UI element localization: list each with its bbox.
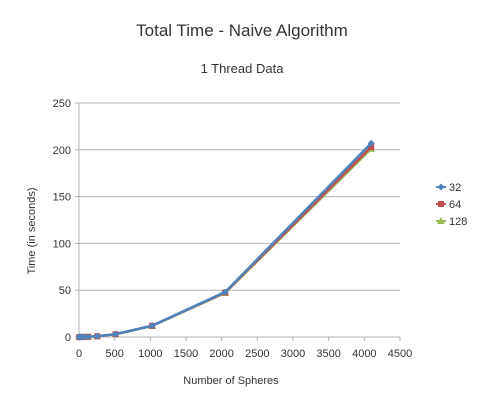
x-tick-labels: 0 500 1000 1500 2000 2500 3000 3500 4000 4500	[76, 348, 412, 360]
x-tick-label: 3000	[281, 348, 305, 360]
legend-item-32: 32	[436, 182, 461, 194]
x-tick-label: 1500	[174, 348, 198, 360]
y-tick-label: 100	[53, 238, 71, 250]
series-line-64	[78, 146, 373, 339]
y-tick-label: 50	[59, 285, 71, 297]
series-128	[75, 144, 376, 340]
data-point-32	[367, 139, 375, 147]
legend-label: 128	[449, 216, 467, 228]
x-tick-label: 1000	[138, 348, 162, 360]
legend-item-128: 128	[436, 216, 467, 228]
x-axis-label: Number of Spheres	[183, 375, 279, 387]
x-tick-label: 2500	[245, 348, 269, 360]
legend-marker	[437, 183, 445, 191]
series-32	[75, 139, 375, 341]
chart-subtitle: 1 Thread Data	[201, 61, 285, 76]
legend-marker	[437, 217, 445, 224]
data-point-32	[80, 333, 88, 341]
y-tick-label: 200	[53, 145, 71, 157]
y-axis-label: Time (in seconds)	[26, 187, 38, 274]
chart-title: Total Time - Naive Algorithm	[136, 21, 348, 40]
series-line-32	[78, 142, 373, 339]
x-tick-label: 4000	[352, 348, 376, 360]
data-point-32	[84, 333, 92, 341]
y-tick-label: 150	[53, 192, 71, 204]
data-point-64	[368, 143, 375, 150]
y-tick-label: 250	[53, 98, 71, 110]
data-point-32	[93, 332, 101, 340]
legend-item-64: 64	[436, 199, 461, 211]
x-tick-label: 2000	[209, 348, 233, 360]
legend-marker	[438, 201, 444, 207]
x-tick-label: 4500	[388, 348, 412, 360]
data-point-32	[112, 330, 120, 338]
data-point-32	[221, 288, 229, 296]
y-tick-labels: 0 50 100 150 200 250	[53, 98, 71, 344]
data-point-32	[148, 322, 156, 330]
x-tick-label: 0	[76, 348, 82, 360]
y-tick-label: 0	[65, 332, 71, 344]
series-64	[76, 143, 375, 340]
grid-lines	[79, 102, 400, 291]
legend-label: 64	[449, 199, 461, 211]
series-layer	[75, 139, 376, 341]
x-tick-label: 3500	[316, 348, 340, 360]
legend-label: 32	[449, 182, 461, 194]
axes	[75, 102, 401, 341]
legend: 32 64 128	[436, 182, 467, 228]
x-tick-label: 500	[105, 348, 123, 360]
